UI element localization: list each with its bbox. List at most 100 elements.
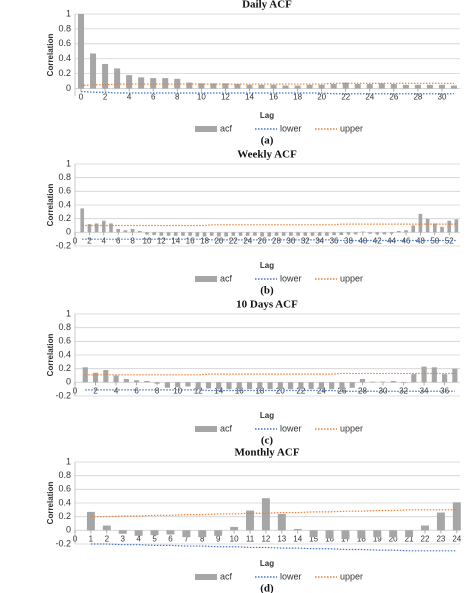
bar <box>277 382 283 390</box>
bar <box>134 380 140 383</box>
bar <box>236 382 242 390</box>
bar <box>431 367 437 383</box>
bar <box>414 84 421 89</box>
bar <box>86 511 95 531</box>
x-tick-label: 24 <box>365 93 374 102</box>
y-axis-label: Correlation <box>46 482 55 525</box>
x-tick-label: 14 <box>245 93 254 102</box>
y-tick-label: 0.8 <box>58 23 71 33</box>
y-tick-label: 1 <box>66 456 71 466</box>
bar <box>202 232 207 237</box>
bar <box>144 380 150 383</box>
legend-label: acf <box>220 123 233 133</box>
bar <box>450 85 457 89</box>
legend-label: acf <box>220 571 233 581</box>
x-tick-label: 18 <box>200 236 209 245</box>
x-tick-label: 12 <box>261 534 270 543</box>
bar <box>426 84 433 89</box>
y-tick-label: 0.2 <box>58 68 71 78</box>
bar <box>260 232 264 237</box>
x-tick-label: 38 <box>344 236 353 245</box>
bar <box>94 223 99 233</box>
bar <box>346 232 351 235</box>
bar <box>150 78 157 89</box>
x-tick-label: 30 <box>438 93 447 102</box>
chart-title: Monthly ACF <box>234 447 299 459</box>
x-tick-label: 10 <box>173 386 182 395</box>
y-tick-label: 0 <box>66 525 71 535</box>
bar <box>341 530 350 540</box>
bar <box>317 232 322 236</box>
legend-label: acf <box>220 423 233 433</box>
x-tick-label: 4 <box>114 386 119 395</box>
bar <box>231 232 236 236</box>
x-tick-label: 4 <box>127 93 132 102</box>
x-tick-label: 8 <box>175 93 180 102</box>
x-tick-label: 10 <box>230 534 239 543</box>
x-tick-label: 28 <box>413 93 422 102</box>
x-tick-label: 23 <box>436 534 445 543</box>
x-tick-label: 28 <box>272 236 281 245</box>
bar <box>390 84 397 89</box>
x-tick-label: 21 <box>405 534 414 543</box>
bar <box>134 530 143 536</box>
bar <box>274 232 279 236</box>
x-tick-label: 9 <box>216 534 221 543</box>
x-axis-label: Lag <box>260 559 274 568</box>
y-tick-label: 0.4 <box>58 53 71 63</box>
x-axis-label: Lag <box>260 111 274 120</box>
x-axis-label: Lag <box>260 411 274 420</box>
bar <box>166 232 171 236</box>
x-tick-label: 20 <box>214 236 223 245</box>
limit-line <box>80 82 454 87</box>
y-tick-label: -0.2 <box>55 240 71 250</box>
bar <box>152 232 156 236</box>
x-tick-label: 2 <box>87 236 92 245</box>
bar <box>380 381 386 383</box>
bar <box>114 68 121 89</box>
bar <box>440 226 444 233</box>
bar <box>230 526 239 531</box>
bar <box>389 530 398 538</box>
bar <box>339 382 345 390</box>
x-tick-label: 12 <box>157 236 166 245</box>
bar <box>361 231 365 233</box>
caption: (c) <box>261 435 274 447</box>
bar <box>433 223 437 233</box>
x-tick-label: 10 <box>197 93 206 102</box>
x-tick-label: 24 <box>452 534 461 543</box>
x-tick-label: 16 <box>325 534 334 543</box>
x-tick-label: 22 <box>296 386 305 395</box>
x-tick-label: 7 <box>184 534 189 543</box>
bar <box>181 232 185 236</box>
legend-label: lower <box>280 123 302 133</box>
bar <box>226 382 232 390</box>
bar <box>354 84 361 89</box>
limit-line <box>82 223 457 227</box>
limit-line <box>85 372 455 376</box>
x-tick-label: 24 <box>243 236 252 245</box>
legend-label: lower <box>280 273 302 283</box>
bar <box>438 84 445 89</box>
y-tick-label: 0.2 <box>58 213 71 223</box>
bar <box>210 83 217 89</box>
y-tick-label: 0 <box>66 83 71 93</box>
bar <box>222 83 229 89</box>
bar <box>329 382 335 390</box>
bar <box>373 530 382 538</box>
bar <box>306 84 313 89</box>
x-tick-label: 22 <box>341 93 350 102</box>
x-tick-label: 28 <box>358 386 367 395</box>
x-tick-label: 15 <box>309 534 318 543</box>
bar <box>198 530 207 538</box>
bar <box>277 513 286 531</box>
bar <box>246 510 254 531</box>
x-tick-label: 6 <box>151 93 156 102</box>
x-tick-label: 6 <box>116 236 121 245</box>
x-tick-label: 32 <box>301 236 310 245</box>
bar <box>405 530 414 538</box>
x-tick-label: 50 <box>430 236 439 245</box>
bar <box>216 382 222 390</box>
bar <box>246 84 253 89</box>
